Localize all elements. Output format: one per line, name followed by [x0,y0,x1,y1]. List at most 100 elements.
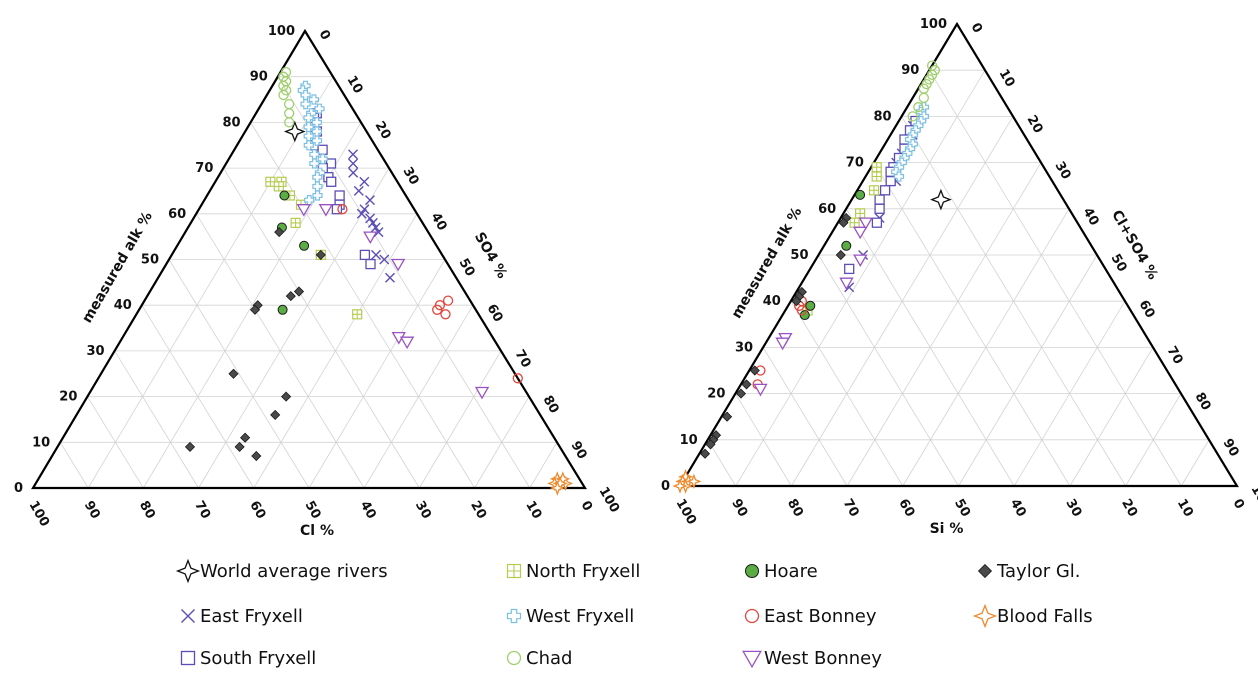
grid-line [114,350,199,489]
tick-label: 0 [968,21,986,36]
svg-text:East Bonney: East Bonney [764,606,877,627]
legend-item: Hoare [745,561,818,582]
data-point [885,175,896,187]
tick-label: 60 [168,207,186,222]
data-point [844,263,855,275]
tick-label: 20 [707,387,725,402]
data-point [365,195,375,206]
grid-line [1013,300,1126,487]
svg-text:West Fryxell: West Fryxell [526,606,634,627]
data-point [796,305,808,316]
data-point [240,432,251,443]
tick-label: 60 [246,499,268,522]
data-point [283,120,306,143]
grid-line [762,347,848,487]
tick-label: 100 [1248,483,1258,514]
svg-text:Chad: Chad [526,648,572,669]
data-point [913,102,924,113]
legend-symbol [506,608,522,624]
data-point [277,304,288,315]
legend-symbol [180,650,196,666]
tick-label: 30 [735,340,753,355]
data-point [337,204,348,215]
legend-item: West Bonney [742,648,882,669]
legend-item: East Bonney [744,606,877,627]
tick-label: 70 [512,347,534,370]
grid-line [735,393,792,487]
tick-label: 0 [661,479,670,494]
legend-symbol [175,558,201,584]
tick-label: 100 [26,499,53,530]
tick-label: 20 [1024,113,1046,136]
data-point [309,158,320,169]
data-point [359,176,370,187]
svg-text:East Fryxell: East Fryxell [200,606,303,627]
tick-label: 0 [1230,497,1248,512]
tick-label: 10 [996,67,1018,90]
tick-label: 40 [428,210,450,233]
grid-line [1180,439,1210,487]
data-point [871,217,883,228]
grid-line [59,442,89,489]
data-point [363,231,378,245]
data-point [853,254,868,268]
data-point [353,185,364,196]
svg-text:World average rivers: World average rivers [200,561,388,582]
data-point [334,190,345,201]
tick-label: 20 [59,390,77,405]
data-point [251,450,262,462]
data-point [311,135,323,146]
data-point [749,365,760,376]
data-point [312,190,323,201]
tick-label: 10 [344,73,366,96]
data-point [296,204,312,217]
data-point [373,227,384,238]
tick-label: 80 [784,497,806,520]
tick-label: 90 [250,70,268,85]
data-point [303,140,314,151]
data-point [805,300,816,311]
tick-label: 50 [302,499,324,522]
grid-line [790,300,904,487]
data-point [279,190,290,201]
right-axis-label: SO4 % [471,230,510,282]
data-point [874,194,885,205]
tick-label: 80 [540,393,562,416]
tick-label: 100 [596,485,623,516]
grid-line [529,442,558,489]
data-point [874,203,885,214]
tick-label: 100 [268,24,295,39]
legend: World average rivers East Fryxell South … [175,558,1093,669]
data-point [753,383,768,397]
tick-label: 100 [673,497,700,528]
legend-symbol [977,563,993,579]
data-point [849,217,860,228]
data-point [365,213,376,224]
data-point [741,379,752,390]
data-point [722,411,733,422]
data-point [326,176,337,187]
tick-label: 60 [1136,298,1158,321]
data-point [512,373,523,384]
data-point [273,181,284,192]
data-point [852,226,868,240]
tick-label: 80 [874,109,892,124]
data-point [365,258,376,270]
tick-label: 90 [1220,436,1242,459]
tick-label: 60 [818,202,836,217]
data-point [348,149,358,160]
grid-line [846,162,1042,487]
legend-symbol [744,608,760,624]
legend-item: North Fryxell [506,561,640,582]
tick-label: 30 [412,499,434,522]
svg-text:Hoare: Hoare [764,561,818,582]
data-point [705,439,716,450]
legend-item: South Fryxell [180,648,316,669]
bottom-axis-label: Si % [930,521,964,537]
grid-line [198,167,390,489]
legend-symbol [506,563,522,579]
tick-label: 50 [1108,252,1130,275]
legend-item: Chad [506,648,572,669]
